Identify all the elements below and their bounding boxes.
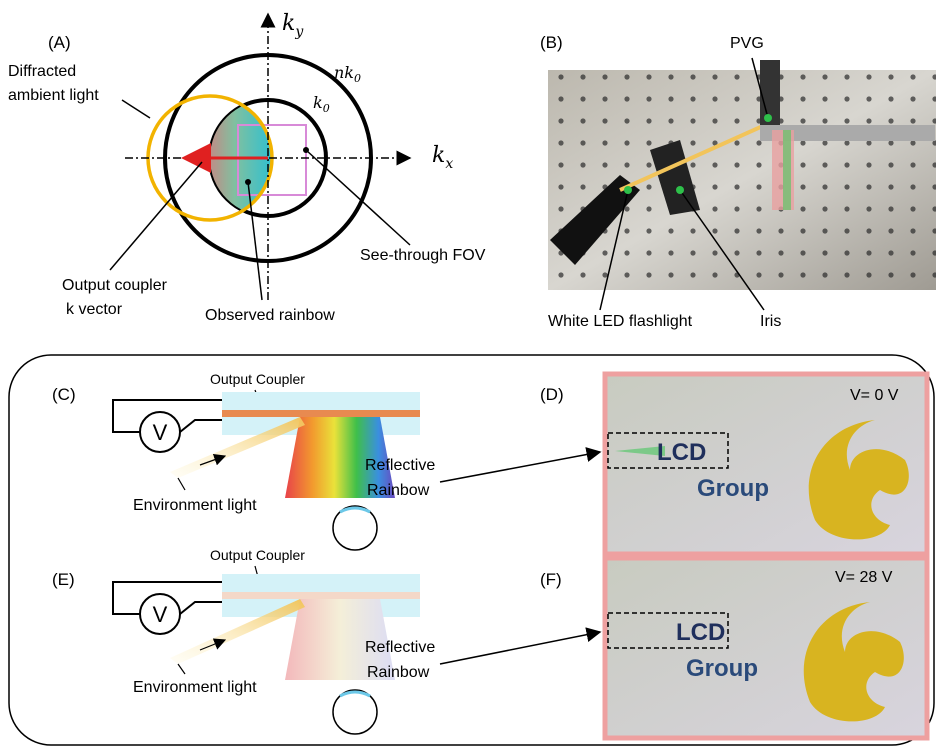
label: Environment light [133,497,257,514]
k0-label: k0 [313,93,330,115]
panel-label: (C) [52,385,76,404]
panel-label: (E) [52,570,75,589]
leader [178,478,185,490]
subscript: 0 [323,102,330,115]
panel-a: (A) ky kx nk0 k0 Diffracted ambient ligh… [8,11,486,324]
leader [178,664,185,674]
figure: (A) ky kx nk0 k0 Diffracted ambient ligh… [0,0,941,750]
ky-label: ky [282,11,304,40]
symbol: k [282,11,295,36]
leader [306,150,410,245]
leader-dot [245,179,251,185]
voltage-label: V= 0 V [850,387,899,404]
leader [122,100,150,118]
eye [333,506,377,550]
leader-dot [624,186,632,194]
logo-text: Group [697,475,769,502]
symbol: k [432,143,445,168]
label: Observed rainbow [205,307,335,324]
symbol: nk [334,63,354,82]
panel-label: (B) [540,33,563,52]
voltage-symbol: V [153,420,168,445]
label: Output coupler [62,277,168,294]
label: k vector [66,301,123,318]
arrow [440,452,600,482]
voltage-label: V= 28 V [835,569,893,586]
label: Rainbow [367,482,430,499]
label: PVG [730,35,764,52]
subscript: y [294,24,304,40]
panel-c: (C) Output Coupler V Environment light R… [52,371,600,550]
eye [333,690,377,734]
grating [222,410,420,417]
label: Output Coupler [210,547,305,563]
leader-dot [303,147,309,153]
label: Reflective [365,457,435,474]
nk0-label: nk0 [334,63,361,85]
leader-dot [676,186,684,194]
kx-label: kx [432,143,453,172]
panel-e: (E) Output Coupler V Environment light R… [52,547,600,734]
label: ambient light [8,87,99,104]
pegboard [548,70,936,290]
subscript: 0 [354,72,361,85]
label: Environment light [133,679,257,696]
symbol: k [313,93,323,112]
panel-b: (B) PVG White LED flashlight Iris [540,33,936,330]
logo-text: Group [686,655,758,682]
panel-d: (D) V= 0 V LCD Group [540,374,927,554]
label: Reflective [365,639,435,656]
grating [222,592,420,599]
label: White LED flashlight [548,313,693,330]
label: See-through FOV [360,247,486,264]
panel-label: (F) [540,570,562,589]
panel-label: (A) [48,33,71,52]
panel-f: (F) V= 28 V LCD Group [540,558,927,738]
subscript: x [445,156,453,172]
logo-text: LCD [676,619,725,646]
pvg-green [783,130,791,210]
label: Rainbow [367,664,430,681]
voltage-symbol: V [153,602,168,627]
label: Diffracted [8,63,76,80]
logo-text: LCD [657,439,706,466]
label: Iris [760,313,781,330]
leader-dot [764,114,772,122]
label: Output Coupler [210,371,305,387]
arrow [440,632,600,664]
panel-label: (D) [540,385,564,404]
